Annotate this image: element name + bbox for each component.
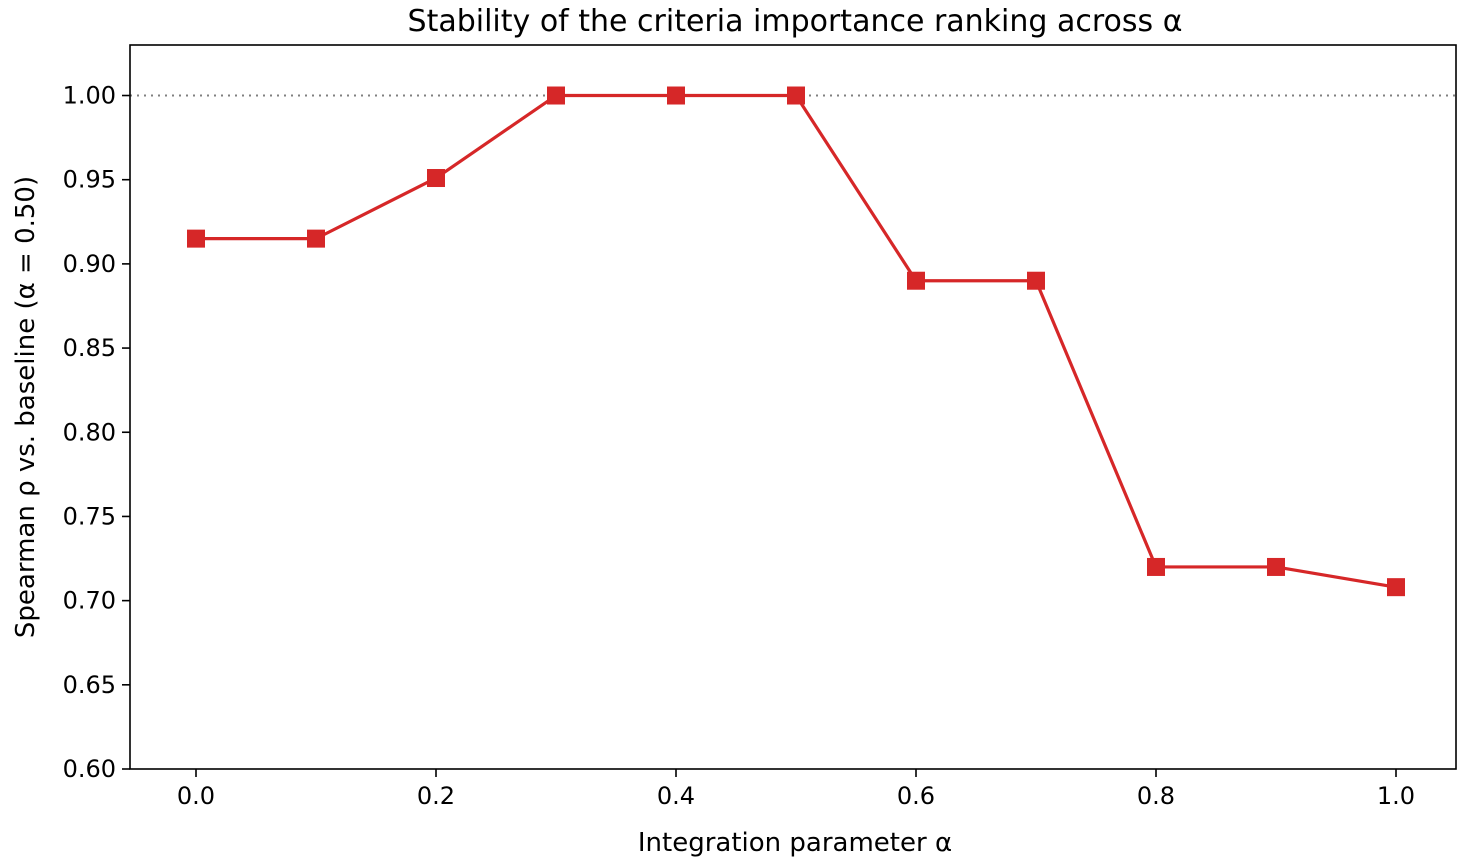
y-axis-label: Spearman ρ vs. baseline (α = 0.50) bbox=[11, 176, 41, 638]
y-tick-label: 0.85 bbox=[63, 334, 116, 362]
y-tick-label: 0.70 bbox=[63, 587, 116, 615]
y-tick-label: 0.75 bbox=[63, 502, 116, 530]
data-point bbox=[1387, 578, 1405, 597]
x-tick-label: 0.6 bbox=[897, 782, 935, 810]
data-point bbox=[907, 271, 925, 290]
x-tick-label: 0.0 bbox=[177, 782, 215, 810]
x-axis: 0.0 0.2 0.4 0.6 0.8 1.0 bbox=[177, 769, 1415, 810]
x-tick-label: 0.8 bbox=[1137, 782, 1175, 810]
x-tick-label: 1.0 bbox=[1377, 782, 1415, 810]
y-tick-label: 0.60 bbox=[63, 755, 116, 783]
data-point bbox=[667, 86, 685, 105]
data-point bbox=[1027, 271, 1045, 290]
data-point bbox=[787, 86, 805, 105]
x-tick-label: 0.4 bbox=[657, 782, 695, 810]
data-point bbox=[307, 229, 325, 248]
data-point bbox=[427, 169, 445, 188]
y-axis: 0.60 0.65 0.70 0.75 0.80 0.85 0.90 0.95 1.00 bbox=[63, 82, 130, 783]
x-tick-label: 0.2 bbox=[417, 782, 455, 810]
axes-frame bbox=[129, 44, 1457, 770]
y-tick-label: 0.65 bbox=[63, 671, 116, 699]
chart-title: Stability of the criteria importance ran… bbox=[408, 4, 1183, 39]
plot-area bbox=[130, 86, 1456, 597]
data-point bbox=[1147, 557, 1165, 576]
series-line bbox=[196, 93, 1397, 589]
y-tick-label: 1.00 bbox=[63, 82, 116, 110]
data-point bbox=[547, 86, 565, 105]
y-tick-label: 0.80 bbox=[63, 418, 116, 446]
x-axis-label: Integration parameter α bbox=[638, 828, 952, 858]
data-point bbox=[187, 229, 205, 248]
y-tick-label: 0.95 bbox=[63, 166, 116, 194]
y-tick-label: 0.90 bbox=[63, 250, 116, 278]
data-point bbox=[1267, 557, 1285, 576]
